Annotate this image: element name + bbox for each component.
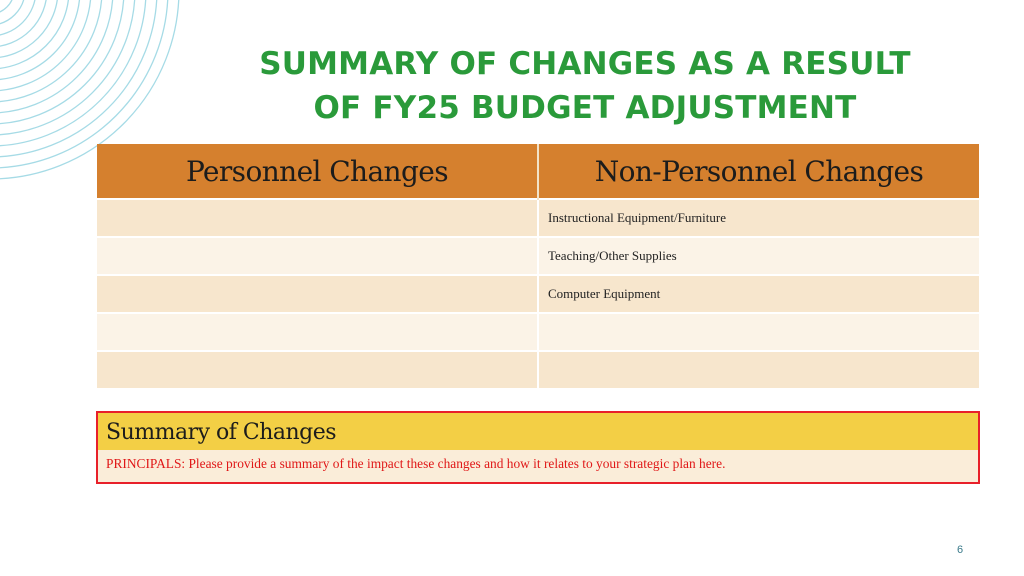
slide-title: SUMMARY OF CHANGES AS A RESULT OF FY25 B…: [170, 42, 1000, 130]
non-personnel-cell[interactable]: Teaching/Other Supplies: [538, 236, 979, 275]
changes-table: Personnel Changes Non-Personnel Changes …: [97, 144, 979, 388]
header-personnel-changes: Personnel Changes: [97, 144, 539, 199]
summary-heading: Summary of Changes: [98, 413, 978, 450]
table-row: [97, 312, 979, 351]
table-row: [97, 350, 979, 388]
personnel-cell[interactable]: [97, 274, 539, 313]
title-line-2: OF FY25 BUDGET ADJUSTMENT: [313, 90, 857, 126]
header-non-personnel-changes: Non-Personnel Changes: [538, 144, 979, 199]
table-row: Teaching/Other Supplies: [97, 236, 979, 275]
page-number: 6: [956, 544, 964, 556]
personnel-cell[interactable]: [97, 350, 539, 388]
non-personnel-cell[interactable]: Instructional Equipment/Furniture: [538, 198, 979, 237]
personnel-cell[interactable]: [97, 312, 539, 351]
table-header-row: Personnel Changes Non-Personnel Changes: [97, 144, 979, 199]
table-row: Computer Equipment: [97, 274, 979, 313]
personnel-cell[interactable]: [97, 198, 539, 237]
personnel-cell[interactable]: [97, 236, 539, 275]
non-personnel-cell[interactable]: [538, 350, 979, 388]
table-row: Instructional Equipment/Furniture: [97, 198, 979, 237]
non-personnel-cell[interactable]: Computer Equipment: [538, 274, 979, 313]
summary-box: Summary of Changes PRINCIPALS: Please pr…: [96, 411, 980, 484]
non-personnel-cell[interactable]: [538, 312, 979, 351]
summary-instructions[interactable]: PRINCIPALS: Please provide a summary of …: [98, 450, 978, 482]
title-line-1: SUMMARY OF CHANGES AS A RESULT: [259, 46, 911, 82]
